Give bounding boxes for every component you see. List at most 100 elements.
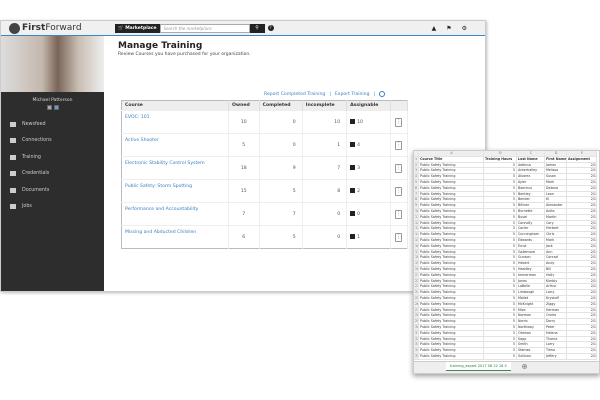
cell[interactable]: 5 [484,261,517,267]
cell[interactable]: McKnight [517,301,545,308]
row-menu-button[interactable]: ⋮ [395,163,403,173]
assignable-cell[interactable]: 1 [346,225,391,249]
cell[interactable]: Conrad [545,255,567,262]
cell[interactable]: Tiena [545,348,567,354]
cell[interactable]: 2/1 [567,284,597,291]
row-number[interactable]: 13 [414,226,419,233]
cell[interactable]: Headley [517,266,545,273]
cell[interactable]: 5 [484,237,517,244]
cell[interactable]: 5 [484,162,517,169]
marketplace-button[interactable]: 🛒 Marketplace [115,23,160,33]
row-number[interactable]: 32 [414,336,419,343]
bell-icon[interactable]: ▲ [431,24,437,32]
cell[interactable]: 2/1 [567,237,597,244]
cell[interactable]: Public Safety Training [419,168,484,175]
row-number[interactable]: 2 [414,162,419,169]
cell[interactable]: Public Safety Training [419,179,484,186]
cell[interactable]: Debora [545,185,567,192]
search-input[interactable]: Search the marketplace [159,23,250,33]
cell[interactable]: Andy [545,261,567,267]
cell[interactable]: 5 [484,226,517,233]
cell[interactable]: Public Safety Training [419,313,484,320]
cell[interactable]: Norris [517,319,545,325]
cell[interactable]: Carter [517,226,545,233]
cell[interactable]: Public Safety Training [419,307,484,314]
cell[interactable]: Alvarez [517,174,545,180]
cell[interactable]: Public Safety Training [419,220,484,227]
row-number[interactable]: 34 [414,348,419,354]
sidebar-item-newsfeed[interactable]: Newsfeed [1,116,104,133]
cell[interactable]: 5 [484,197,517,204]
cell[interactable]: Martin [545,214,567,221]
cell[interactable]: 5 [484,168,517,175]
row-number[interactable]: 7 [414,191,419,198]
cell[interactable]: Ki [545,197,567,204]
cell[interactable]: James [545,162,567,169]
cell[interactable]: Public Safety Training [419,348,484,354]
cell[interactable]: Immerman [517,272,545,279]
cell[interactable]: Larry [545,290,567,296]
course-link[interactable]: Electronic Stability Control System [121,156,229,180]
cell[interactable]: 2/1 [567,232,597,238]
cell[interactable]: 2/1 [567,220,597,227]
row-number[interactable]: 31 [414,330,419,337]
cell[interactable]: Mallet [517,295,545,302]
course-link[interactable]: Public Safety: Storm Spotting [121,179,229,203]
cell[interactable]: 2/1 [567,226,597,233]
cell[interactable]: 5 [484,174,517,180]
sheet-header-cell[interactable]: Last Name [517,156,545,163]
cell[interactable]: 5 [484,342,517,349]
cell[interactable]: 5 [484,319,517,325]
cell[interactable]: Smith [517,342,545,349]
search-button[interactable]: ⚲ [249,23,265,33]
cell[interactable]: 5 [484,191,517,198]
corner-cell[interactable] [414,151,419,157]
sheet-header-cell[interactable]: Course Title [419,156,484,163]
cell[interactable]: Public Safety Training [419,272,484,279]
cell[interactable]: 5 [484,284,517,291]
cell[interactable]: Ackerhalley [517,168,545,175]
cell[interactable]: 2/1 [567,261,597,267]
cell[interactable]: 5 [484,203,517,209]
row-number[interactable]: 5 [414,179,419,186]
cell[interactable]: 2/1 [567,301,597,308]
column-letter[interactable]: C [517,151,545,157]
row-number[interactable]: 23 [414,284,419,291]
cell[interactable]: Public Safety Training [419,232,484,238]
row-number[interactable]: 25 [414,295,419,302]
row-number[interactable]: 10 [414,208,419,215]
assignable-cell[interactable]: 0 [346,202,391,226]
cell[interactable]: LaBelle [517,284,545,291]
flag-icon[interactable]: ⚑ [446,24,452,32]
cell[interactable]: Limbaugh [517,290,545,296]
cell[interactable]: Ernst [517,243,545,250]
cell[interactable]: Public Safety Training [419,208,484,215]
sheet-tab[interactable]: training_export 2017 08 22 16 5 [446,362,511,371]
cell[interactable]: 5 [484,307,517,314]
cell[interactable]: Alexander [545,203,567,209]
cell[interactable]: Public Safety Training [419,174,484,180]
cell[interactable]: Bill [545,266,567,273]
cell[interactable]: Jack [545,243,567,250]
row-number[interactable]: 20 [414,266,419,273]
question-icon[interactable]: ? [267,25,274,31]
row-number[interactable]: 17 [414,249,419,256]
column-header-completed[interactable]: Completed [259,100,303,111]
cell[interactable]: Burnette [517,208,545,215]
cell[interactable]: Sapp [517,336,545,343]
cell[interactable]: Public Safety Training [419,336,484,343]
row-number[interactable]: 19 [414,261,419,267]
column-letter[interactable]: B [484,151,517,157]
cell[interactable]: Peter [545,324,567,331]
row-menu-button[interactable]: ⋮ [395,186,403,196]
row-number[interactable]: 21 [414,272,419,279]
cell[interactable]: 5 [484,324,517,331]
cell[interactable]: 5 [484,348,517,354]
cell[interactable]: Gunson [517,255,545,262]
course-link[interactable]: Active Shooter [121,133,229,157]
cell[interactable]: Kimbly [545,278,567,285]
column-header-owned[interactable]: Owned [228,100,260,111]
cell[interactable]: 5 [484,353,517,360]
badge-icon[interactable] [46,105,52,110]
cell[interactable]: Public Safety Training [419,324,484,331]
